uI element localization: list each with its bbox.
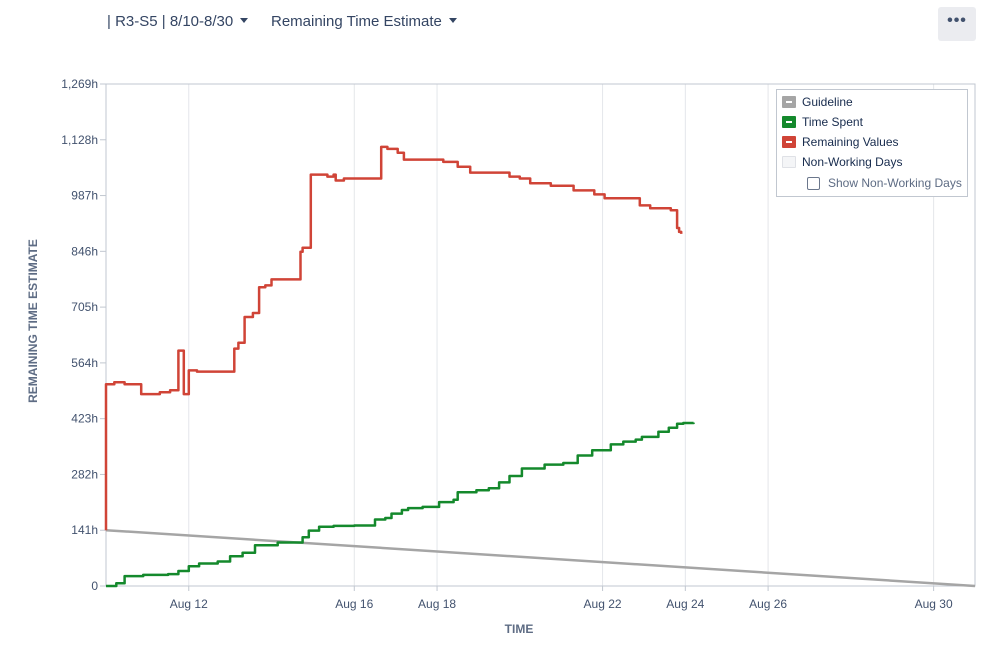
time-spent-swatch-icon [782,116,796,128]
y-tick-label: 141h [71,523,98,537]
x-tick-label: Aug 22 [584,597,622,611]
y-tick-label: 1,128h [61,133,98,147]
plot-area-border [105,83,976,587]
legend-label: Remaining Values [802,135,899,149]
y-tick-label: 564h [71,356,98,370]
more-actions-button[interactable]: ••• [938,7,976,41]
y-tick-label: 1,269h [61,77,98,91]
x-tick-label: Aug 26 [749,597,787,611]
legend-label: Non-Working Days [802,155,903,169]
caret-down-icon [240,17,249,23]
x-axis-title: TIME [505,622,534,636]
report-type-selector[interactable]: Remaining Time Estimate [271,13,457,30]
y-tick-label: 423h [71,412,98,426]
remaining-values-swatch-icon [782,136,796,148]
x-tick-label: Aug 12 [170,597,208,611]
chart-legend: Guideline Time Spent Remaining Values No… [776,89,968,197]
report-type-label: Remaining Time Estimate [271,13,442,30]
series-line-guideline [105,528,976,588]
sprint-selector-label: | R3-S5 | 8/10-8/30 [107,13,234,30]
x-axis-ticks: Aug 12 Aug 16 Aug 18 Aug 22 Aug 24 Aug 26 Aug … [170,586,953,611]
y-tick-label: 987h [71,189,98,203]
legend-label: Time Spent [802,115,863,129]
caret-down-icon [448,17,457,23]
legend-item-time-spent[interactable]: Time Spent [782,114,863,130]
show-non-working-days-toggle[interactable]: Show Non-Working Days [807,176,962,190]
x-tick-label: Aug 24 [666,597,704,611]
y-tick-label: 0 [91,579,98,593]
x-tick-label: Aug 30 [915,597,953,611]
x-tick-label: Aug 18 [418,597,456,611]
x-tick-label: Aug 16 [335,597,373,611]
non-working-days-swatch-icon [782,156,796,168]
checkbox-icon[interactable] [807,176,820,190]
legend-label: Guideline [802,95,853,109]
series-line-remaining-values [104,145,683,531]
show-non-working-days-label: Show Non-Working Days [828,176,962,190]
more-icon: ••• [947,12,967,29]
series-lines [104,145,976,588]
y-tick-label: 846h [71,244,98,258]
series-line-time-spent [106,421,695,588]
y-tick-label: 705h [71,300,98,314]
legend-item-remaining-values[interactable]: Remaining Values [782,134,899,150]
legend-item-non-working-days[interactable]: Non-Working Days [782,154,902,170]
sprint-selector[interactable]: | R3-S5 | 8/10-8/30 [107,13,249,30]
guideline-swatch-icon [782,96,796,108]
y-axis-ticks: 0 141h 282h 423h 564h 705h 846h 987h 1,128h 1,269… [61,77,106,593]
y-tick-label: 282h [71,467,98,481]
y-axis-title: REMAINING TIME ESTIMATE [26,239,40,403]
legend-item-guideline[interactable]: Guideline [782,94,853,110]
